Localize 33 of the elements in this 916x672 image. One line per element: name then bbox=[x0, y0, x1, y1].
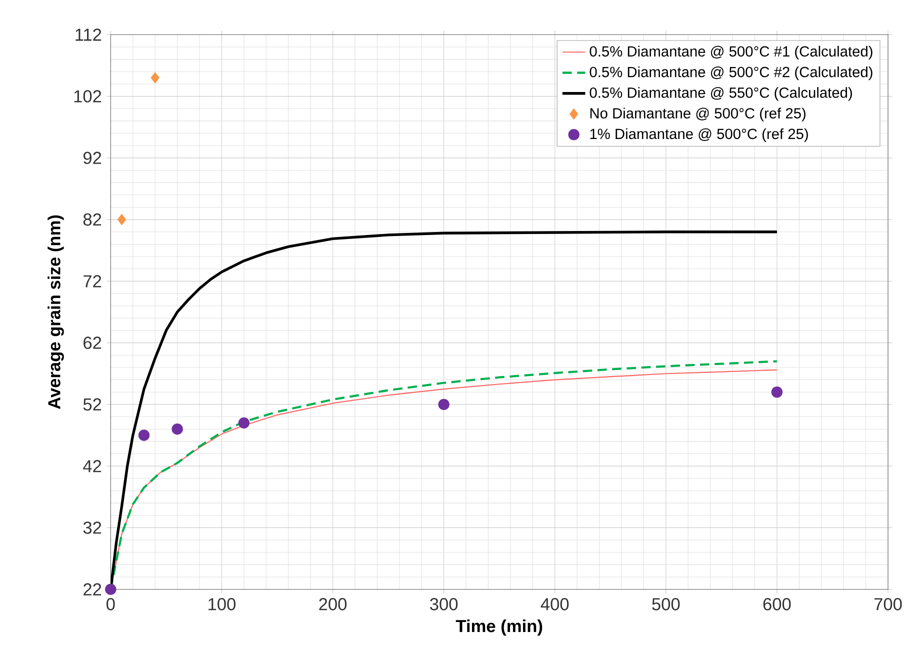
point bbox=[138, 430, 150, 441]
y-tick-label: 32 bbox=[83, 522, 102, 534]
y-tick-label: 72 bbox=[84, 275, 102, 288]
point bbox=[118, 214, 126, 226]
x-tick-label: 400 bbox=[540, 598, 569, 610]
y-tick-label: 62 bbox=[84, 336, 102, 349]
y-tick-label: 102 bbox=[74, 90, 102, 102]
x-tick-label: 500 bbox=[652, 598, 680, 610]
x-tick-label: 100 bbox=[208, 598, 236, 610]
y-tick-label: 82 bbox=[83, 213, 102, 226]
point bbox=[150, 72, 160, 84]
point bbox=[172, 423, 183, 435]
y-tick-label: 92 bbox=[83, 152, 102, 164]
y-tick-label: 22 bbox=[84, 583, 102, 596]
x-tick-label: 0 bbox=[106, 598, 115, 610]
y-tick-label: 42 bbox=[83, 460, 102, 472]
point bbox=[771, 386, 783, 398]
y-tick-label: 112 bbox=[76, 28, 102, 41]
y-axis-title: Average grain size (nm) bbox=[48, 215, 64, 410]
x-tick-label: 600 bbox=[763, 598, 791, 610]
x-tick-label: 300 bbox=[430, 598, 458, 610]
point bbox=[238, 417, 250, 429]
point bbox=[105, 584, 116, 595]
y-tick-label: 52 bbox=[83, 398, 102, 411]
x-tick-label: 700 bbox=[874, 598, 902, 610]
x-axis-title: Time (min) bbox=[456, 619, 542, 636]
legend-label: 0.5% Diamantane @ 550°C (Calculated) bbox=[590, 87, 852, 101]
legend-label: No Diamantane @ 500°C (ref 25) bbox=[590, 108, 806, 122]
legend-label: 0.5% Diamantane @ 500°C #2 (Calculated) bbox=[590, 66, 872, 80]
x-tick-label: 200 bbox=[319, 598, 347, 610]
point bbox=[438, 398, 450, 410]
legend-label: 1% Diamantane @ 500°C (ref 25) bbox=[590, 128, 808, 142]
legend-label: 0.5% Diamantane @ 500°C #1 (Calculated) bbox=[590, 46, 872, 60]
